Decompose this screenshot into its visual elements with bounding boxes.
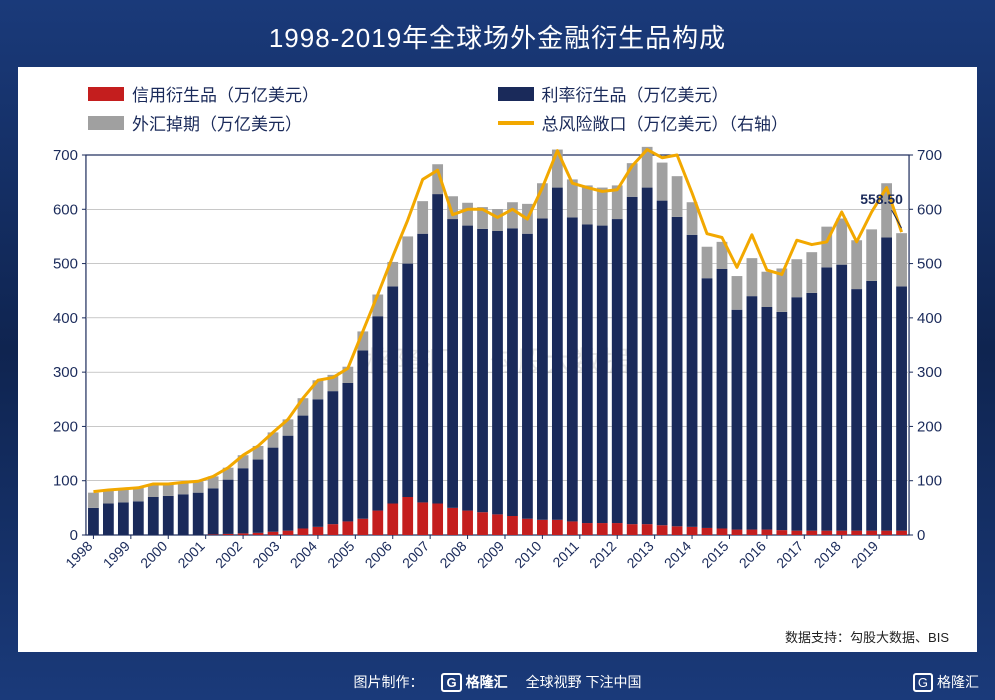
svg-text:2018: 2018 bbox=[811, 538, 844, 571]
legend-label-credit: 信用衍生品（万亿美元） bbox=[132, 81, 319, 106]
svg-text:2005: 2005 bbox=[324, 538, 357, 571]
legend-swatch-credit bbox=[88, 87, 124, 101]
svg-text:600: 600 bbox=[53, 201, 78, 218]
svg-text:2015: 2015 bbox=[698, 538, 731, 571]
svg-text:700: 700 bbox=[53, 147, 78, 164]
svg-text:2019: 2019 bbox=[848, 538, 881, 571]
svg-text:2010: 2010 bbox=[511, 538, 544, 571]
chart-title: 1998-2019年全球场外金融衍生品构成 bbox=[0, 0, 995, 67]
footer-brand: 格隆汇 bbox=[466, 672, 508, 692]
plot-area: 0 0 100 100 200 200 300 300 400 400 500 500 600 600 70… bbox=[38, 145, 957, 595]
svg-text:2014: 2014 bbox=[661, 538, 694, 571]
legend-label-rate: 利率衍生品（万亿美元） bbox=[542, 81, 729, 106]
footer-credit-label: 图片制作： bbox=[353, 672, 423, 692]
legend-item-rate: 利率衍生品（万亿美元） bbox=[498, 79, 908, 108]
svg-text:100: 100 bbox=[53, 473, 78, 490]
svg-text:2006: 2006 bbox=[362, 538, 395, 571]
svg-text:700: 700 bbox=[917, 147, 942, 164]
svg-text:200: 200 bbox=[53, 418, 78, 435]
svg-text:1998: 1998 bbox=[62, 538, 95, 571]
svg-text:2000: 2000 bbox=[137, 538, 170, 571]
svg-text:2016: 2016 bbox=[736, 538, 769, 571]
svg-text:2017: 2017 bbox=[773, 538, 806, 571]
svg-text:300: 300 bbox=[53, 364, 78, 381]
svg-text:400: 400 bbox=[917, 310, 942, 327]
legend-swatch-risk bbox=[498, 121, 534, 125]
svg-text:200: 200 bbox=[917, 418, 942, 435]
svg-text:2008: 2008 bbox=[436, 538, 469, 571]
brand-bottom-right: G 格隆汇 bbox=[913, 672, 979, 692]
chart-panel: 信用衍生品（万亿美元） 利率衍生品（万亿美元） 外汇掉期（万亿美元） 总风险敞口… bbox=[18, 67, 977, 652]
legend: 信用衍生品（万亿美元） 利率衍生品（万亿美元） 外汇掉期（万亿美元） 总风险敞口… bbox=[28, 79, 967, 145]
svg-text:2007: 2007 bbox=[399, 538, 432, 571]
svg-text:0: 0 bbox=[917, 527, 925, 544]
svg-text:2013: 2013 bbox=[623, 538, 656, 571]
legend-label-risk: 总风险敞口（万亿美元）（右轴） bbox=[542, 110, 789, 135]
legend-swatch-rate bbox=[498, 87, 534, 101]
svg-text:600: 600 bbox=[917, 201, 942, 218]
svg-text:300: 300 bbox=[917, 364, 942, 381]
svg-text:2012: 2012 bbox=[586, 538, 619, 571]
svg-text:0: 0 bbox=[70, 527, 78, 544]
footer-tagline: 全球视野 下注中国 bbox=[526, 672, 642, 692]
legend-item-credit: 信用衍生品（万亿美元） bbox=[88, 79, 498, 108]
svg-text:2001: 2001 bbox=[174, 538, 207, 571]
brand-text: 格隆汇 bbox=[937, 672, 979, 692]
svg-text:2011: 2011 bbox=[549, 538, 582, 571]
svg-text:500: 500 bbox=[917, 256, 942, 273]
footer-logo-icon: G bbox=[441, 673, 461, 692]
svg-text:2003: 2003 bbox=[249, 538, 282, 571]
svg-text:100: 100 bbox=[917, 473, 942, 490]
data-source: 数据支持：勾股大数据、BIS bbox=[785, 627, 949, 646]
svg-text:558.50: 558.50 bbox=[860, 191, 903, 207]
plot-svg: 0 0 100 100 200 200 300 300 400 400 500 500 600 600 70… bbox=[38, 145, 957, 595]
brand-icon: G bbox=[913, 673, 933, 692]
legend-item-risk: 总风险敞口（万亿美元）（右轴） bbox=[498, 108, 908, 137]
svg-text:500: 500 bbox=[53, 256, 78, 273]
svg-text:2009: 2009 bbox=[474, 538, 507, 571]
svg-text:1999: 1999 bbox=[100, 538, 133, 571]
svg-text:2004: 2004 bbox=[287, 538, 320, 571]
legend-item-fx: 外汇掉期（万亿美元） bbox=[88, 108, 498, 137]
footer-logo: G 格隆汇 bbox=[441, 672, 507, 692]
legend-label-fx: 外汇掉期（万亿美元） bbox=[132, 110, 302, 135]
legend-swatch-fx bbox=[88, 116, 124, 130]
svg-text:400: 400 bbox=[53, 310, 78, 327]
svg-text:2002: 2002 bbox=[212, 538, 245, 571]
footer: 图片制作： G 格隆汇 全球视野 下注中国 bbox=[0, 664, 995, 700]
